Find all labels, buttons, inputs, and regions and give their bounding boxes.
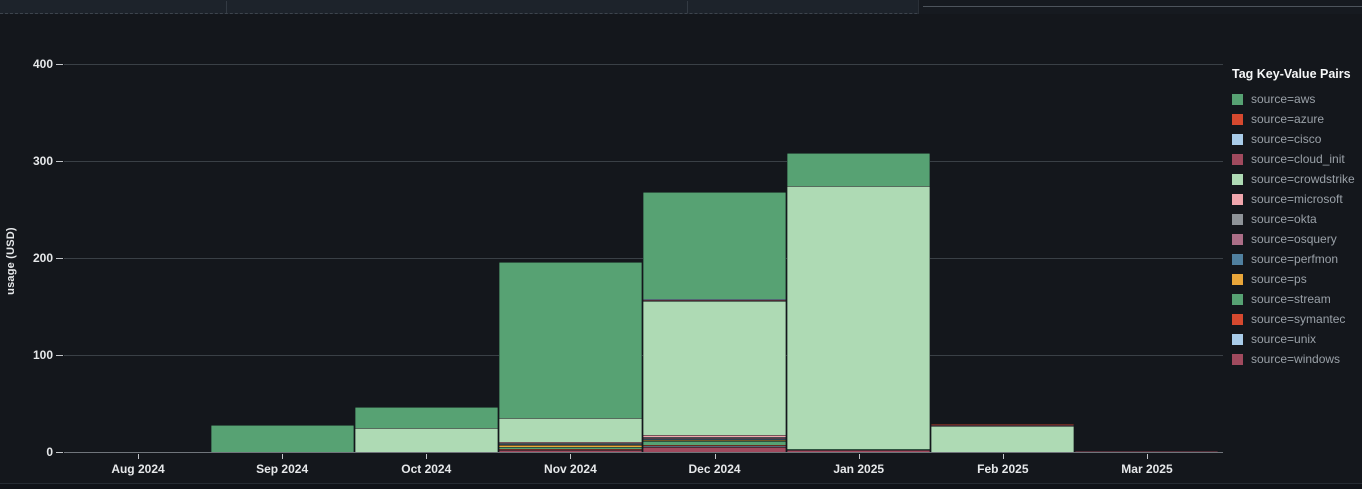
legend-swatch-icon — [1232, 174, 1243, 185]
stacked-bar-oct-2024[interactable] — [355, 407, 498, 452]
stacked-bar-nov-2024[interactable] — [499, 262, 642, 452]
x-tick-mark — [138, 454, 139, 459]
x-tick-mark — [282, 454, 283, 459]
stacked-bar-sep-2024[interactable] — [211, 425, 354, 452]
panel-separator — [687, 1, 688, 13]
stacked-bar-feb-2025[interactable] — [931, 424, 1074, 452]
legend-item-cisco[interactable]: source=cisco — [1232, 129, 1360, 149]
legend-item-label: source=unix — [1251, 332, 1316, 346]
legend-item-label: source=okta — [1251, 212, 1317, 226]
panel-separator — [226, 1, 227, 13]
legend-item-ps[interactable]: source=ps — [1232, 269, 1360, 289]
y-tick-mark — [56, 161, 63, 162]
legend-item-windows[interactable]: source=windows — [1232, 349, 1360, 369]
y-tick-mark — [56, 64, 63, 65]
y-gridline — [64, 161, 1223, 162]
x-tick-label: Oct 2024 — [366, 462, 486, 476]
legend-swatch-icon — [1232, 234, 1243, 245]
bar-segment-aws[interactable] — [787, 153, 930, 186]
legend-item-label: source=microsoft — [1251, 192, 1343, 206]
panel-divider-line — [923, 6, 1362, 7]
x-tick-label: Mar 2025 — [1087, 462, 1207, 476]
legend-swatch-icon — [1232, 94, 1243, 105]
legend-item-unix[interactable]: source=unix — [1232, 329, 1360, 349]
bottom-panel-edge — [0, 483, 1362, 489]
y-tick-mark — [56, 452, 63, 453]
y-tick-mark — [56, 355, 63, 356]
legend-item-osquery[interactable]: source=osquery — [1232, 229, 1360, 249]
legend-item-microsoft[interactable]: source=microsoft — [1232, 189, 1360, 209]
legend-swatch-icon — [1232, 154, 1243, 165]
legend-item-label: source=cisco — [1251, 132, 1321, 146]
x-tick-mark — [570, 454, 571, 459]
x-tick-label: Aug 2024 — [78, 462, 198, 476]
x-tick-label: Nov 2024 — [510, 462, 630, 476]
bar-segment-aws[interactable] — [211, 425, 354, 452]
x-tick-mark — [715, 454, 716, 459]
x-tick-mark — [426, 454, 427, 459]
y-tick-mark — [56, 258, 63, 259]
legend-item-crowdstrike[interactable]: source=crowdstrike — [1232, 169, 1360, 189]
x-tick-label: Feb 2025 — [943, 462, 1063, 476]
legend-item-perfmon[interactable]: source=perfmon — [1232, 249, 1360, 269]
top-panel-edge — [0, 0, 1362, 14]
legend: Tag Key-Value Pairs source=aws source=azu… — [1232, 67, 1360, 369]
y-tick-label: 200 — [13, 251, 53, 265]
y-tick-label: 400 — [13, 57, 53, 71]
legend-item-list: source=aws source=azure source=cisco source… — [1232, 89, 1360, 369]
legend-item-label: source=aws — [1251, 92, 1315, 106]
legend-item-cloud_init[interactable]: source=cloud_init — [1232, 149, 1360, 169]
y-tick-label: 300 — [13, 154, 53, 168]
legend-item-label: source=windows — [1251, 352, 1340, 366]
legend-item-label: source=azure — [1251, 112, 1324, 126]
legend-item-symantec[interactable]: source=symantec — [1232, 309, 1360, 329]
legend-item-label: source=ps — [1251, 272, 1307, 286]
y-gridline — [64, 64, 1223, 65]
legend-item-label: source=stream — [1251, 292, 1331, 306]
legend-swatch-icon — [1232, 294, 1243, 305]
stacked-bar-dec-2024[interactable] — [643, 192, 786, 452]
legend-item-azure[interactable]: source=azure — [1232, 109, 1360, 129]
legend-swatch-icon — [1232, 194, 1243, 205]
legend-swatch-icon — [1232, 114, 1243, 125]
x-tick-mark — [1147, 454, 1148, 459]
legend-swatch-icon — [1232, 214, 1243, 225]
stacked-bar-jan-2025[interactable] — [787, 153, 930, 452]
bar-segment-crowdstrike[interactable] — [931, 426, 1074, 452]
legend-item-okta[interactable]: source=okta — [1232, 209, 1360, 229]
bar-segment-crowdstrike[interactable] — [499, 418, 642, 442]
legend-swatch-icon — [1232, 354, 1243, 365]
x-tick-label: Sep 2024 — [222, 462, 342, 476]
bar-segment-aws[interactable] — [643, 192, 786, 299]
y-tick-label: 100 — [13, 348, 53, 362]
y-tick-label: 0 — [13, 445, 53, 459]
bar-segment-aws[interactable] — [499, 262, 642, 418]
x-axis-line — [64, 452, 1223, 453]
x-tick-mark — [1003, 454, 1004, 459]
bar-segment-crowdstrike[interactable] — [643, 301, 786, 435]
x-tick-mark — [859, 454, 860, 459]
legend-swatch-icon — [1232, 254, 1243, 265]
legend-swatch-icon — [1232, 134, 1243, 145]
legend-swatch-icon — [1232, 314, 1243, 325]
legend-item-stream[interactable]: source=stream — [1232, 289, 1360, 309]
bar-segment-crowdstrike[interactable] — [355, 428, 498, 452]
legend-item-label: source=perfmon — [1251, 252, 1338, 266]
dashboard-panel-screenshot: usage (USD) 0100200300400Aug 2024Sep 202… — [0, 0, 1362, 489]
legend-title: Tag Key-Value Pairs — [1232, 67, 1360, 81]
legend-item-aws[interactable]: source=aws — [1232, 89, 1360, 109]
legend-item-label: source=cloud_init — [1251, 152, 1345, 166]
bar-segment-aws[interactable] — [355, 407, 498, 427]
legend-swatch-icon — [1232, 334, 1243, 345]
bar-segment-crowdstrike[interactable] — [787, 186, 930, 449]
legend-item-label: source=osquery — [1251, 232, 1337, 246]
x-tick-label: Dec 2024 — [655, 462, 775, 476]
legend-item-label: source=crowdstrike — [1251, 172, 1355, 186]
top-panel-edge-right — [918, 0, 1362, 14]
stacked-bar-plot-area: 0 100 200 300 400 Aug 2024 Sep 2024 Oct 2024 Nov… — [0, 14, 1362, 483]
x-tick-label: Jan 2025 — [799, 462, 919, 476]
usage-chart-panel: usage (USD) 0100200300400Aug 2024Sep 202… — [0, 14, 1362, 483]
legend-item-label: source=symantec — [1251, 312, 1345, 326]
legend-swatch-icon — [1232, 274, 1243, 285]
